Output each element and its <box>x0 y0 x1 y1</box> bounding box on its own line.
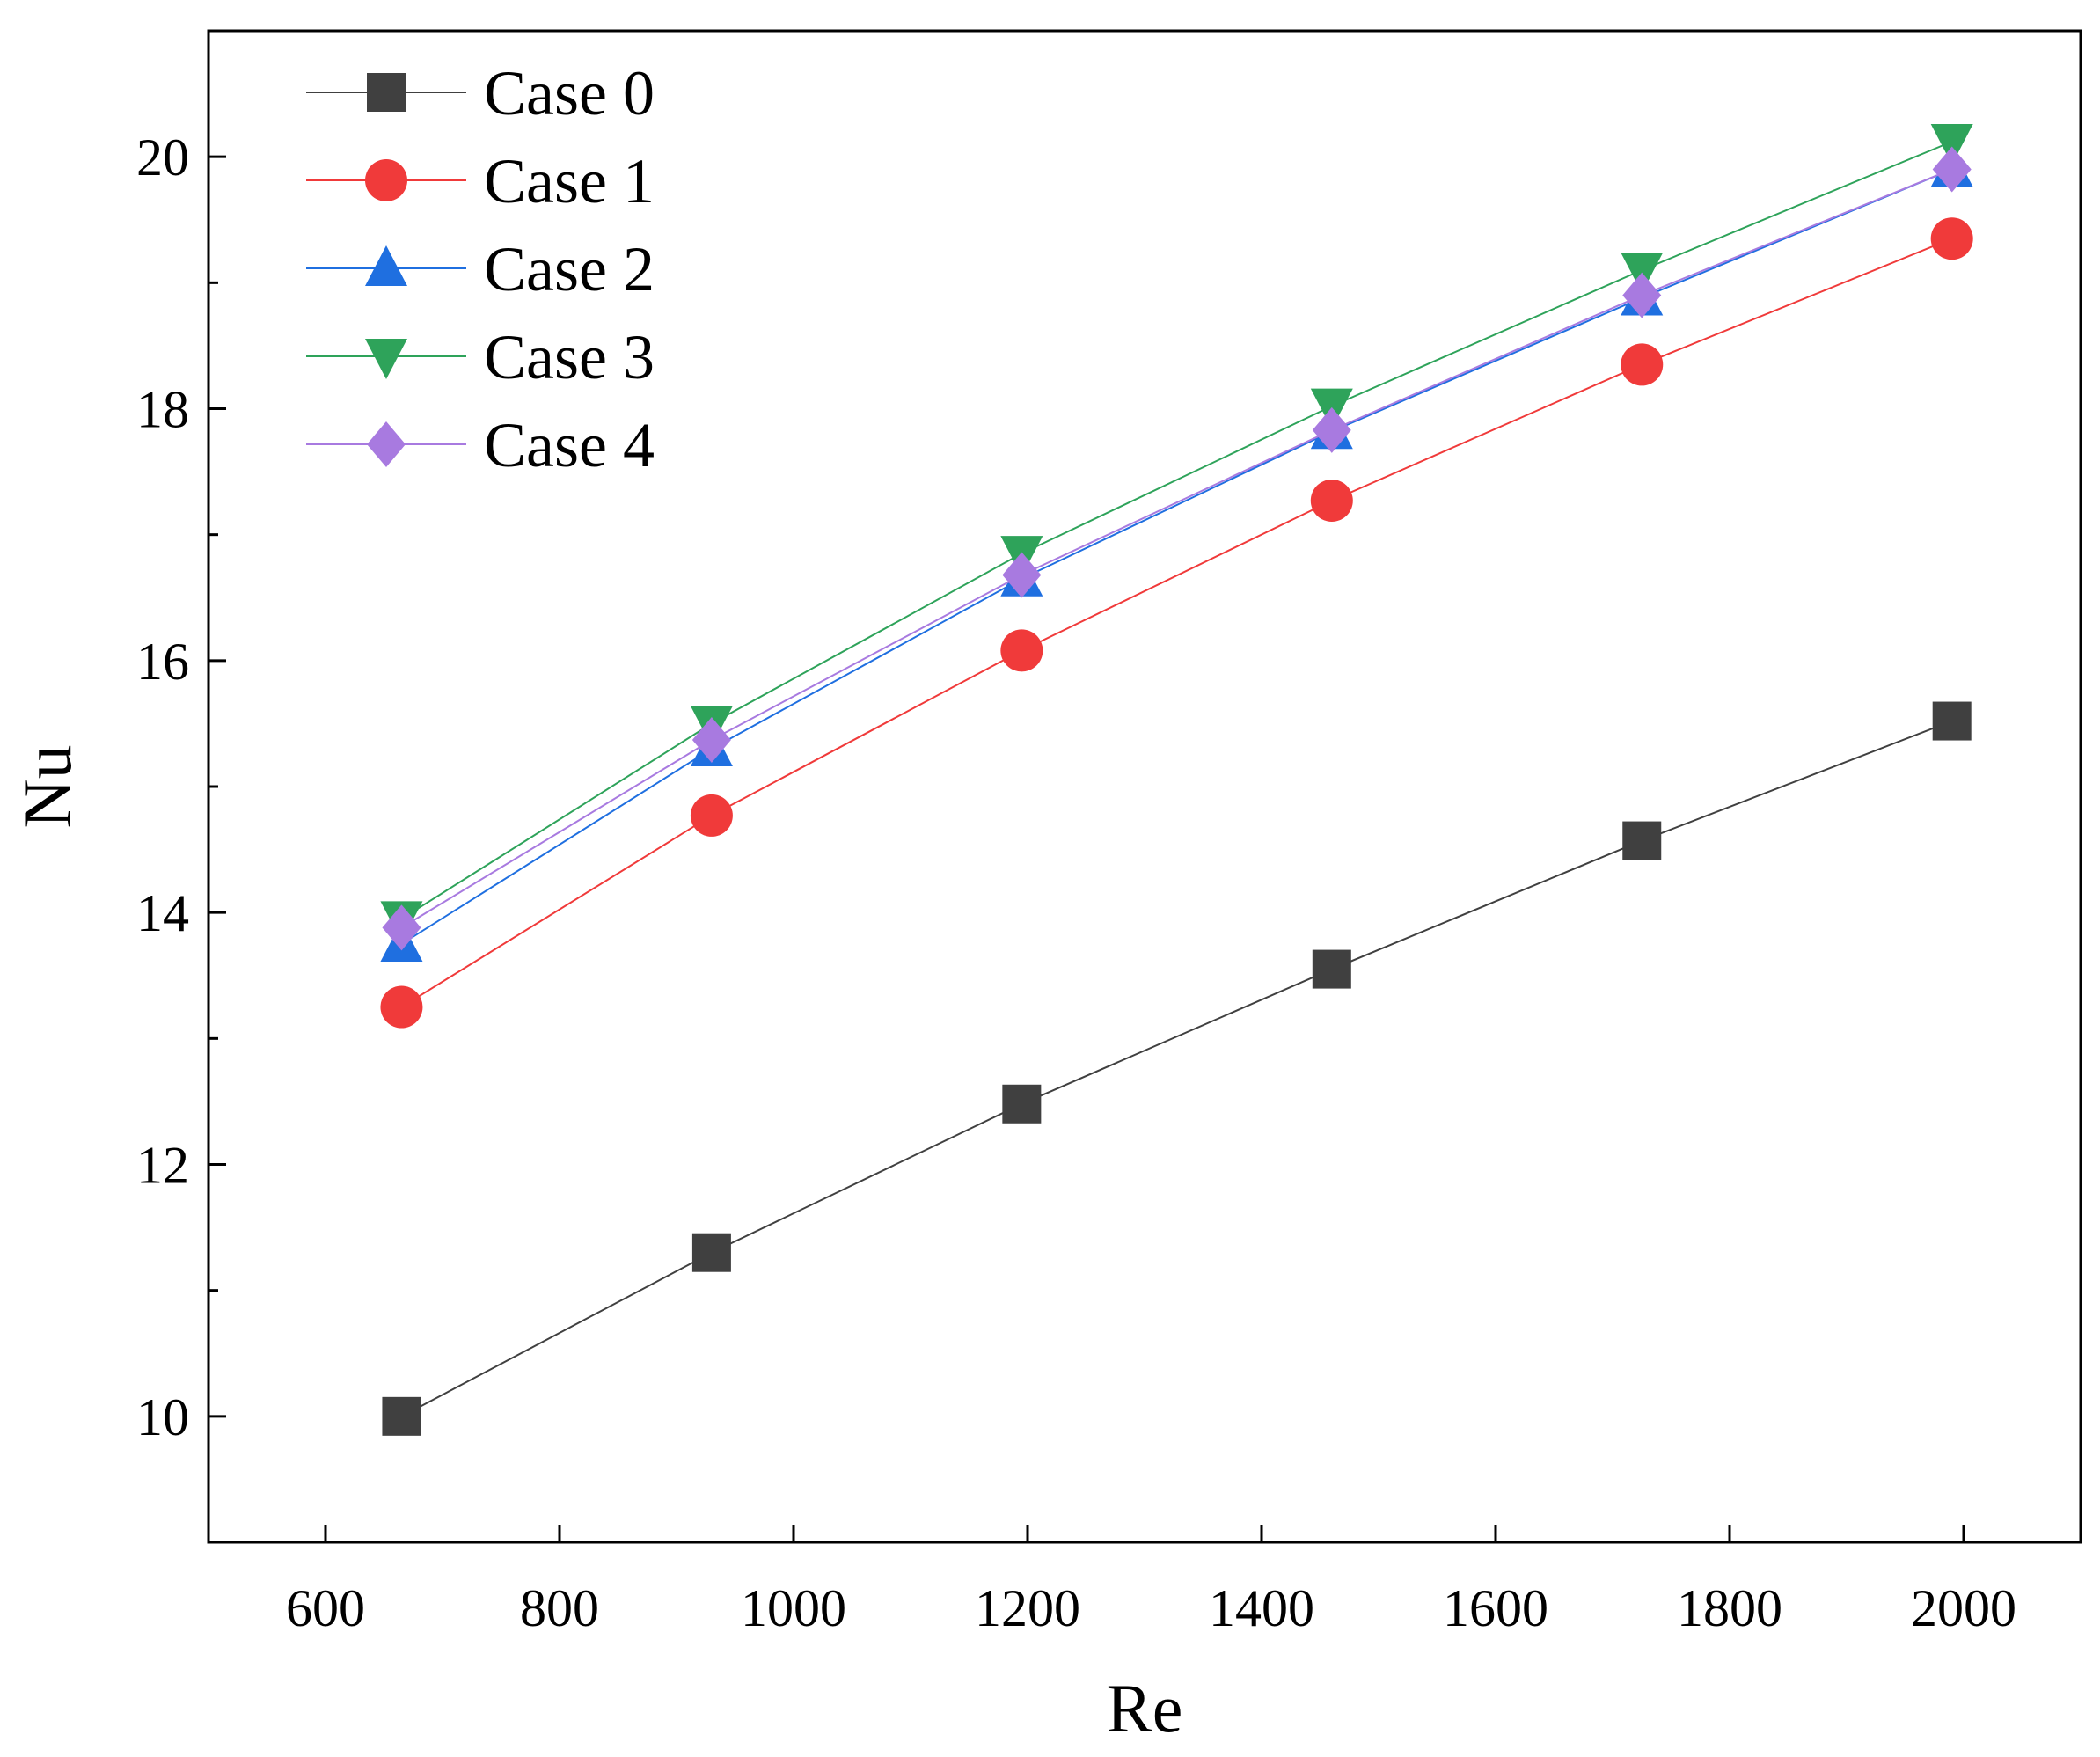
series-line <box>400 238 1953 1008</box>
data-point <box>1310 480 1353 523</box>
x-axis-title: Re <box>1107 1670 1183 1746</box>
series-case-1 <box>380 217 1973 1029</box>
legend-entry: Case 0 <box>306 58 655 128</box>
x-tick-label: 2000 <box>1911 1579 2016 1637</box>
y-tick-label: 14 <box>136 884 189 942</box>
series-line <box>400 720 1953 1417</box>
series-line <box>400 168 1953 945</box>
y-axis-title: Nu <box>9 744 85 828</box>
data-point <box>1312 406 1351 453</box>
legend-marker <box>365 245 407 286</box>
legend-marker <box>365 159 407 201</box>
data-point <box>1621 343 1664 386</box>
data-point <box>1002 552 1042 598</box>
y-tick-label: 12 <box>136 1137 189 1195</box>
data-point <box>1932 701 1972 741</box>
legend-label: Case 3 <box>484 322 655 392</box>
x-axis: 600 800 1000 1200 1400 1600 1800 2000 <box>286 1525 2016 1637</box>
x-tick-label: 600 <box>286 1579 365 1637</box>
data-point <box>382 1396 421 1436</box>
x-tick-label: 1200 <box>975 1579 1080 1637</box>
y-tick-label: 16 <box>136 633 189 691</box>
series-line <box>400 168 1953 929</box>
x-tick-label: 1800 <box>1677 1579 1782 1637</box>
y-tick-label: 20 <box>136 128 189 187</box>
data-point <box>1312 949 1351 989</box>
series-layer <box>380 123 1973 1436</box>
x-tick-label: 1600 <box>1443 1579 1548 1637</box>
data-point <box>380 985 423 1029</box>
series-line <box>400 141 1953 920</box>
data-point <box>691 717 731 764</box>
data-point <box>690 794 733 837</box>
data-point <box>691 1233 731 1272</box>
legend-label: Case 4 <box>484 410 655 480</box>
series-case-4 <box>382 146 1972 951</box>
y-tick-label: 10 <box>136 1388 189 1446</box>
data-point <box>1930 123 1973 165</box>
legend-marker <box>367 421 406 467</box>
data-point <box>1622 272 1662 318</box>
legend: Case 0 Case 1 Case 2 Case 3 Case 4 <box>306 58 655 480</box>
legend-marker <box>367 73 406 112</box>
y-axis: 10 12 14 16 18 20 <box>136 29 226 1544</box>
y-tick-label: 18 <box>136 381 189 439</box>
legend-entry: Case 1 <box>306 146 655 216</box>
data-point <box>1622 821 1662 860</box>
legend-entry: Case 2 <box>306 234 655 304</box>
legend-entry: Case 4 <box>306 410 655 480</box>
data-point <box>1932 146 1972 193</box>
data-point <box>1930 217 1973 260</box>
data-point <box>1000 629 1043 672</box>
data-point <box>1002 1084 1042 1124</box>
legend-label: Case 2 <box>484 234 655 304</box>
x-tick-label: 1000 <box>741 1579 846 1637</box>
series-case-0 <box>382 701 1972 1436</box>
legend-entry: Case 3 <box>306 322 655 392</box>
data-point <box>382 904 421 951</box>
legend-label: Case 0 <box>484 58 655 128</box>
legend-marker <box>365 339 407 379</box>
legend-label: Case 1 <box>484 146 655 216</box>
x-tick-label: 800 <box>520 1579 599 1637</box>
x-tick-label: 1400 <box>1209 1579 1314 1637</box>
